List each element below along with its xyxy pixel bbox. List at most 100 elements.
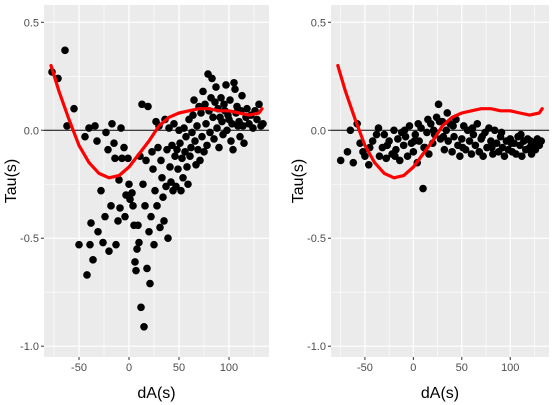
data-point bbox=[196, 156, 204, 165]
data-point bbox=[469, 130, 478, 139]
data-point bbox=[383, 141, 391, 150]
data-point bbox=[394, 135, 402, 143]
data-point bbox=[399, 141, 408, 150]
data-point bbox=[97, 186, 105, 195]
y-tick-label: 0.0 bbox=[311, 125, 326, 137]
data-point bbox=[160, 217, 168, 225]
data-point bbox=[391, 152, 399, 160]
data-point bbox=[212, 83, 220, 91]
data-point bbox=[346, 126, 355, 135]
data-point bbox=[203, 141, 211, 150]
data-point bbox=[146, 279, 154, 288]
data-point bbox=[166, 163, 174, 171]
data-point bbox=[364, 161, 373, 169]
data-point bbox=[485, 124, 493, 132]
data-point bbox=[434, 100, 443, 109]
data-point bbox=[518, 152, 526, 160]
data-point bbox=[165, 124, 173, 132]
right-panel: 0.5 0.0 -0.5 -1.0 -50 0 50 100 dA(s) Tau(s) bbox=[290, 5, 549, 402]
data-point bbox=[157, 156, 165, 165]
data-point bbox=[228, 119, 236, 128]
data-point bbox=[498, 143, 507, 152]
data-point bbox=[174, 165, 182, 173]
x-tick-label: 100 bbox=[501, 362, 519, 374]
data-point bbox=[116, 204, 124, 212]
data-point bbox=[149, 165, 157, 173]
data-point bbox=[240, 139, 248, 148]
plot-background bbox=[44, 5, 269, 357]
data-point bbox=[184, 180, 192, 189]
data-point bbox=[239, 122, 247, 130]
data-point bbox=[162, 182, 170, 191]
data-point bbox=[423, 128, 431, 137]
data-point bbox=[500, 152, 509, 160]
data-point bbox=[512, 150, 520, 158]
data-point bbox=[206, 128, 214, 137]
data-point bbox=[229, 145, 237, 154]
data-point bbox=[104, 145, 112, 154]
data-point bbox=[490, 126, 499, 135]
data-point bbox=[93, 137, 101, 145]
data-point bbox=[424, 115, 432, 124]
data-point bbox=[435, 117, 444, 126]
x-tick-label: -50 bbox=[71, 362, 87, 374]
data-point bbox=[187, 143, 195, 152]
data-point bbox=[156, 223, 164, 232]
data-point bbox=[390, 126, 398, 135]
data-point bbox=[132, 266, 140, 275]
y-tick-label: -0.5 bbox=[307, 233, 326, 245]
data-point bbox=[126, 195, 134, 204]
data-point bbox=[61, 46, 69, 55]
data-point bbox=[223, 126, 231, 135]
data-point bbox=[188, 128, 196, 137]
y-tick-label: -0.5 bbox=[20, 233, 39, 245]
data-point bbox=[101, 212, 109, 221]
data-point bbox=[164, 234, 172, 243]
data-point bbox=[182, 132, 190, 141]
data-point bbox=[198, 132, 206, 141]
x-tick-label: 50 bbox=[456, 362, 468, 374]
data-point bbox=[217, 94, 225, 102]
data-point bbox=[99, 238, 107, 247]
data-point bbox=[359, 148, 367, 156]
data-point bbox=[208, 74, 216, 83]
data-point bbox=[108, 119, 116, 128]
x-tick-label: -50 bbox=[357, 362, 373, 374]
data-point bbox=[444, 137, 453, 145]
data-point bbox=[488, 143, 496, 152]
data-point bbox=[471, 141, 480, 150]
data-point bbox=[112, 240, 120, 249]
data-point bbox=[134, 221, 142, 230]
data-point bbox=[440, 145, 449, 154]
data-point bbox=[158, 173, 166, 182]
data-point bbox=[154, 143, 162, 152]
plot-background bbox=[331, 5, 549, 357]
data-point bbox=[135, 238, 143, 247]
data-point bbox=[124, 154, 132, 163]
data-point bbox=[253, 115, 261, 124]
data-point bbox=[215, 143, 223, 152]
left-panel: 0.5 0.0 -0.5 -1.0 -50 0 50 100 dA(s) Tau(s) bbox=[3, 5, 269, 402]
data-point bbox=[129, 202, 137, 210]
data-point bbox=[401, 132, 410, 141]
data-point bbox=[186, 152, 194, 160]
data-point bbox=[139, 180, 147, 189]
data-point bbox=[497, 128, 506, 137]
data-point bbox=[128, 189, 136, 197]
data-point bbox=[259, 119, 267, 128]
data-point bbox=[118, 154, 126, 163]
data-point bbox=[85, 124, 93, 132]
data-point bbox=[202, 119, 210, 128]
data-point bbox=[492, 139, 501, 148]
data-point bbox=[70, 104, 78, 113]
data-point bbox=[190, 96, 198, 104]
data-point bbox=[125, 180, 133, 189]
data-point bbox=[230, 78, 238, 87]
data-point bbox=[414, 119, 423, 128]
data-point bbox=[526, 137, 535, 145]
data-point bbox=[400, 126, 409, 135]
data-point bbox=[405, 122, 414, 130]
y-tick-label: 0.5 bbox=[311, 17, 326, 29]
data-point bbox=[409, 148, 418, 156]
